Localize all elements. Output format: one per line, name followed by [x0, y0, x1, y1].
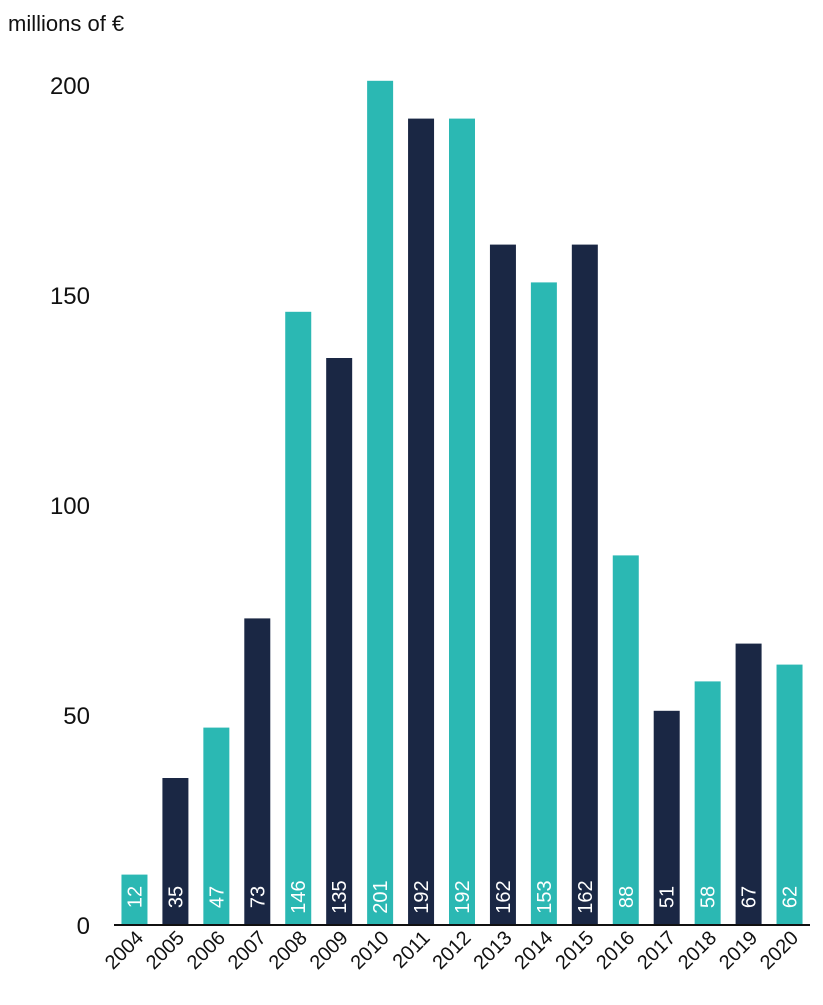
bar-2005 [162, 778, 189, 925]
bar-value-label: 162 [575, 880, 597, 913]
bar-value-label: 88 [616, 886, 638, 908]
bar-2018 [694, 681, 721, 925]
x-tick-label: 2011 [389, 927, 435, 973]
y-tick-label: 0 [77, 913, 90, 940]
bar-value-label: 12 [124, 886, 146, 908]
bar-2006 [203, 727, 230, 925]
bar-value-label: 192 [452, 880, 474, 913]
bars [121, 80, 803, 926]
y-tick-label: 150 [50, 283, 90, 310]
y-tick-label: 50 [63, 703, 90, 730]
bar-2017 [653, 710, 680, 925]
bar-value-label: 192 [411, 880, 433, 913]
y-tick-label: 100 [50, 493, 90, 520]
x-tick-label: 2019 [715, 927, 762, 974]
bar-value-label: 35 [165, 886, 187, 908]
x-tick-label: 2013 [469, 927, 516, 974]
x-tick-label: 2015 [551, 927, 598, 974]
bar-2008 [285, 311, 312, 925]
x-tick-label: 2016 [592, 927, 639, 974]
bar-2012 [449, 118, 475, 926]
bar-value-label: 51 [657, 886, 679, 908]
x-tick-label: 2012 [429, 927, 476, 974]
bar-value-label: 162 [493, 880, 515, 913]
bar-value-label: 146 [288, 880, 310, 913]
y-axis-label: millions of € [8, 11, 124, 36]
x-axis-ticks: 2004200520062007200820092010201120122013… [101, 927, 803, 974]
bar-value-label: 135 [329, 880, 351, 913]
x-tick-label: 2017 [633, 927, 680, 974]
x-tick-label: 2004 [101, 927, 148, 974]
y-tick-label: 200 [50, 73, 90, 100]
y-axis-ticks: 0 50 100 150 200 [50, 73, 90, 940]
bar-value-label: 62 [780, 886, 802, 908]
bar-2013 [489, 244, 516, 926]
x-tick-label: 2020 [756, 927, 803, 974]
bar-value-label: 58 [698, 886, 720, 908]
bar-2007 [244, 618, 271, 925]
x-tick-label: 2008 [265, 927, 312, 974]
x-tick-label: 2006 [183, 927, 230, 974]
bar-value-label: 47 [206, 886, 228, 908]
bar-value-labels: 12 35 47 73 146 135 201 192 192 162 153 162 88 51 58 67… [124, 880, 801, 913]
bar-2016 [612, 555, 639, 925]
x-tick-label: 2014 [510, 927, 557, 974]
bar-value-label: 73 [247, 886, 269, 908]
bar-2010 [367, 80, 394, 926]
bar-value-label: 201 [370, 880, 392, 913]
bar-2011 [408, 118, 435, 926]
x-tick-label: 2007 [224, 927, 271, 974]
x-tick-label: 2009 [306, 927, 353, 974]
bar-2014 [530, 282, 557, 925]
bar-2020 [776, 664, 803, 925]
bar-2019 [735, 643, 762, 925]
x-tick-label: 2010 [347, 927, 394, 974]
bar-2015 [571, 244, 598, 926]
bar-value-label: 153 [534, 880, 556, 913]
bar-value-label: 67 [739, 886, 761, 908]
x-tick-label: 2005 [142, 927, 189, 974]
x-tick-label: 2018 [674, 927, 721, 974]
bar-2004 [121, 874, 148, 925]
bar-2009 [326, 358, 353, 925]
